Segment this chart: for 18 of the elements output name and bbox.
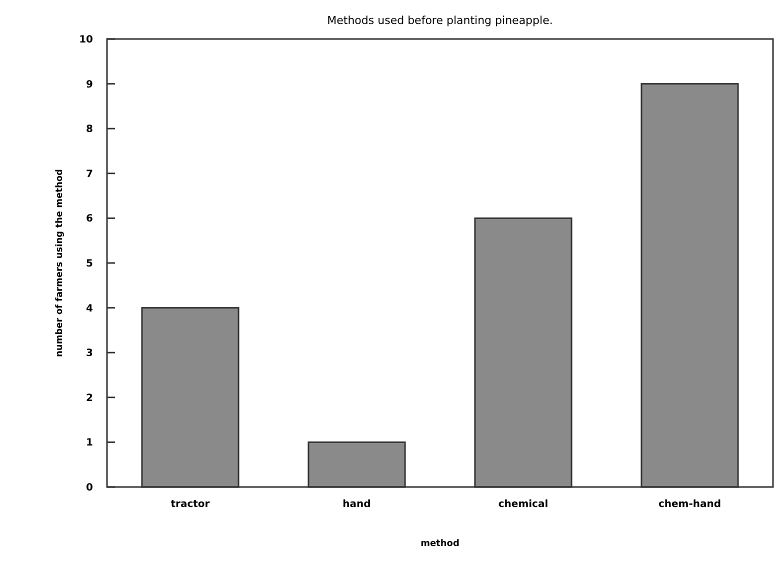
y-tick-label: 0 — [86, 482, 94, 494]
y-tick-label: 8 — [86, 124, 94, 136]
y-tick-label: 5 — [86, 258, 94, 270]
y-tick-label: 6 — [86, 214, 94, 225]
y-tick-label: 10 — [79, 34, 94, 46]
y-tick-label: 4 — [86, 303, 94, 314]
y-tick-label: 9 — [86, 79, 94, 90]
y-axis-title: number of farmers using the method — [55, 169, 65, 357]
x-tick-label: hand — [342, 499, 371, 510]
y-tick-label: 1 — [86, 438, 94, 449]
y-tick-label: 2 — [86, 392, 94, 404]
y-tick-label: 7 — [86, 168, 94, 180]
x-axis-title: method — [420, 539, 460, 549]
y-tick-label: 3 — [86, 348, 94, 360]
x-tick-label: chem-hand — [658, 499, 722, 510]
x-tick-label: chemical — [498, 499, 548, 510]
x-tick-label: tractor — [170, 499, 210, 510]
chart-title: Methods used before planting pineapple. — [327, 14, 553, 27]
